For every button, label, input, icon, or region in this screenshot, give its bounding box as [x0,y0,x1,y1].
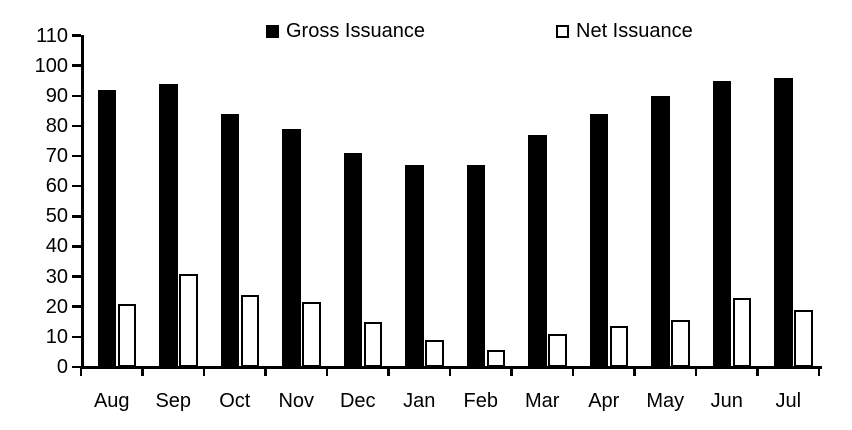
gross-issuance-bar-may [651,95,670,367]
x-axis-tick-label: Jul [775,390,802,412]
gross-issuance-bar-sep [159,83,178,367]
y-axis-tick-mark [72,245,81,248]
net-issuance-bar-jul [794,309,813,367]
y-axis-tick-mark [72,154,81,158]
y-axis-tick-label: 60 [45,175,68,198]
y-axis-tick-label: 10 [45,325,68,348]
y-axis-tick-mark [72,34,81,37]
x-axis-tick-mark [510,367,513,376]
y-axis-tick-mark [72,305,81,308]
y-axis-tick-label: 80 [45,114,68,137]
x-axis-tick-mark [817,367,821,376]
x-axis-tick-mark [387,367,390,376]
gross-issuance-swatch-icon [266,24,279,38]
x-axis-tick-label: Nov [278,390,315,412]
y-axis-tick-label: 0 [56,356,68,378]
x-axis-tick-label: Sep [155,390,192,412]
x-axis-tick-mark [141,367,144,376]
gross-issuance-bar-mar [528,134,547,367]
gross-issuance-bar-oct [220,113,239,367]
x-axis-tick-mark [325,367,329,376]
net-issuance-bar-sep [179,273,198,367]
y-axis-line [81,35,84,369]
net-issuance-bar-nov [302,302,321,367]
x-axis-tick-label: Mar [525,390,560,412]
y-axis-tick-mark [72,275,81,278]
y-axis-tick-mark [72,335,81,339]
x-axis-tick-mark [202,367,206,376]
net-issuance-bar-aug [117,303,136,367]
x-axis-tick-label: Oct [219,390,251,412]
x-axis-tick-label: Aug [93,390,130,412]
y-axis-tick-label: 50 [45,205,68,228]
x-axis-tick-mark [756,367,759,376]
x-axis-tick-mark [448,367,452,376]
net-issuance-swatch-icon [556,24,569,38]
net-issuance-bar-oct [240,294,259,367]
x-axis-tick-label: Apr [588,390,620,412]
net-issuance-bar-may [671,320,690,367]
y-axis-tick-mark [72,365,81,369]
net-issuance-bar-dec [363,321,382,367]
y-axis-tick-mark [72,94,81,98]
y-axis-tick-mark [72,184,81,188]
legend-label-net-issuance: Net Issuance [576,20,693,42]
x-axis-tick-mark [694,367,698,376]
y-axis-tick-mark [72,64,81,67]
y-axis-tick-label: 100 [34,54,68,77]
y-axis-tick-label: 20 [45,295,68,318]
y-axis-tick-label: 110 [36,24,68,47]
gross-issuance-bar-jul [774,77,793,367]
gross-issuance-bar-apr [589,113,608,367]
x-axis-tick-label: Dec [339,390,376,412]
y-axis-tick-label: 40 [45,235,68,258]
x-axis-tick-mark [79,367,83,376]
gross-issuance-bar-jun [712,80,731,367]
x-axis-tick-mark [633,367,636,376]
gross-issuance-bar-feb [466,165,485,367]
y-axis-tick-label: 90 [45,84,68,107]
x-axis-tick-label: Feb [463,390,498,412]
x-axis-tick-mark [264,367,267,376]
x-axis-tick-label: Jun [710,390,743,412]
net-issuance-bar-jan [425,339,444,367]
y-axis-tick-mark [72,124,81,128]
legend-item-net-issuance: Net Issuance [556,20,693,42]
legend-item-gross-issuance: Gross Issuance [266,20,425,42]
legend-label-gross-issuance: Gross Issuance [286,20,425,42]
y-axis-tick-mark [72,215,81,218]
net-issuance-bar-apr [609,326,628,367]
gross-issuance-bar-nov [282,128,301,367]
y-axis-tick-label: 70 [45,145,68,168]
gross-issuance-bar-aug [97,89,116,367]
y-axis-tick-label: 30 [45,265,68,288]
x-axis-tick-mark [571,367,575,376]
gross-issuance-bar-jan [405,165,424,367]
x-axis-tick-label: May [646,390,685,412]
net-issuance-bar-feb [486,350,505,367]
net-issuance-bar-jun [732,297,751,367]
x-axis-line [81,366,822,369]
x-axis-tick-label: Jan [403,390,436,412]
gross-issuance-bar-dec [343,153,362,367]
net-issuance-bar-mar [548,333,567,367]
